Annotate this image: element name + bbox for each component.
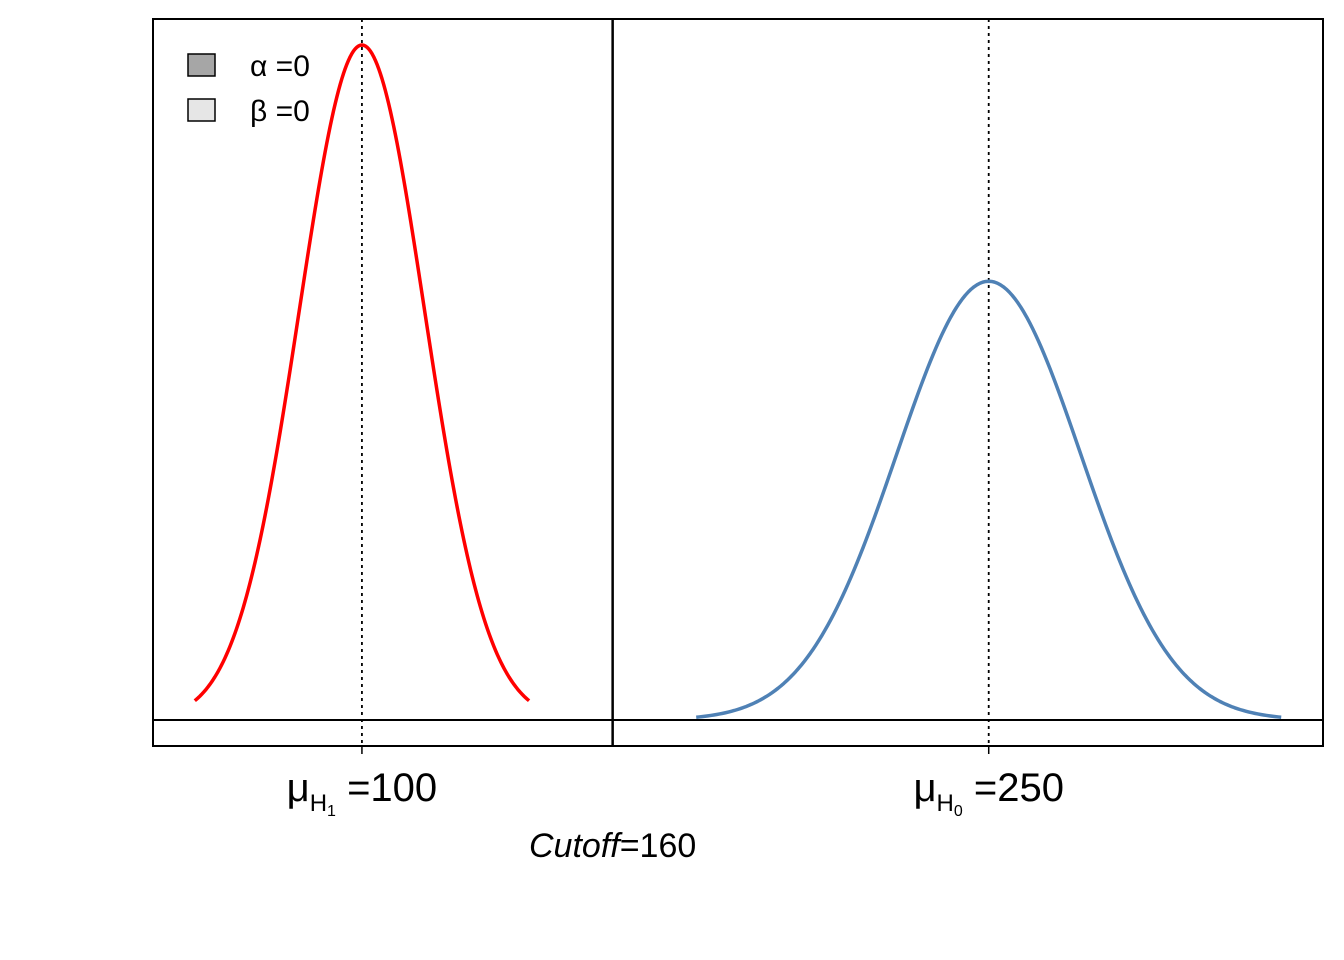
legend: α =0 β =0	[187, 50, 310, 128]
distribution-curve-1	[193, 43, 531, 703]
x-axis: μH1 =100 μH0 =250 Cutoff=160	[287, 746, 1064, 865]
legend-swatch	[187, 98, 216, 122]
legend-label: α =0	[250, 50, 310, 83]
legend-label: β =0	[250, 95, 310, 128]
cutoff-label: Cutoff=160	[529, 827, 696, 865]
x-tick-label-2: μH0 =250	[913, 766, 1064, 820]
legend-swatch	[187, 53, 216, 77]
plot-frame	[152, 18, 1324, 747]
x-tick-label-1: μH1 =100	[287, 766, 438, 820]
distribution-curve-2	[696, 279, 1282, 719]
